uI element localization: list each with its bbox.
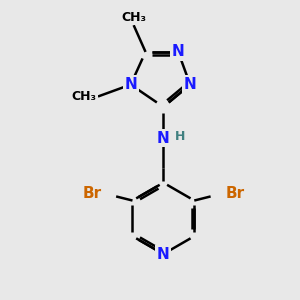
Text: N: N — [157, 130, 170, 146]
Text: N: N — [124, 77, 137, 92]
Text: N: N — [172, 44, 184, 59]
Text: CH₃: CH₃ — [121, 11, 146, 24]
Text: Br: Br — [226, 186, 244, 201]
Text: H: H — [175, 130, 185, 143]
Text: N: N — [157, 247, 170, 262]
Text: CH₃: CH₃ — [71, 90, 97, 103]
Text: N: N — [184, 77, 196, 92]
Text: Br: Br — [82, 186, 101, 201]
